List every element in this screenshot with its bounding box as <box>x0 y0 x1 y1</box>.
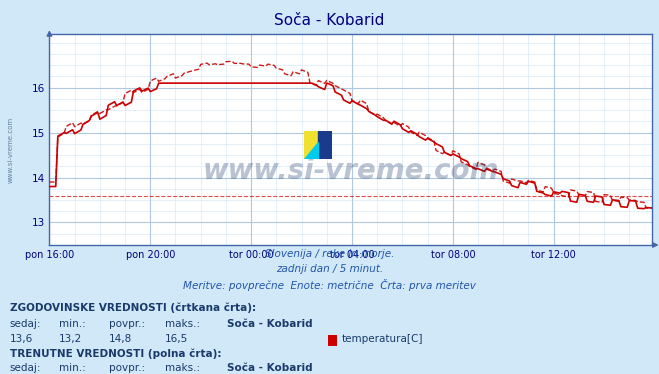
Text: Meritve: povprečne  Enote: metrične  Črta: prva meritev: Meritve: povprečne Enote: metrične Črta:… <box>183 279 476 291</box>
Text: TRENUTNE VREDNOSTI (polna črta):: TRENUTNE VREDNOSTI (polna črta): <box>10 349 221 359</box>
Text: maks.:: maks.: <box>165 363 200 373</box>
Text: www.si-vreme.com: www.si-vreme.com <box>203 157 499 185</box>
Text: zadnji dan / 5 minut.: zadnji dan / 5 minut. <box>276 264 383 274</box>
Text: maks.:: maks.: <box>165 319 200 329</box>
Text: Slovenija / reke in morje.: Slovenija / reke in morje. <box>265 249 394 259</box>
Text: Soča - Kobarid: Soča - Kobarid <box>227 319 313 329</box>
Text: povpr.:: povpr.: <box>109 319 145 329</box>
Text: povpr.:: povpr.: <box>109 363 145 373</box>
Text: 13,2: 13,2 <box>59 334 82 344</box>
Polygon shape <box>304 142 318 159</box>
Text: temperatura[C]: temperatura[C] <box>341 334 423 344</box>
Text: min.:: min.: <box>59 319 86 329</box>
Text: 16,5: 16,5 <box>165 334 188 344</box>
Text: ZGODOVINSKE VREDNOSTI (črtkana črta):: ZGODOVINSKE VREDNOSTI (črtkana črta): <box>10 302 256 313</box>
Text: sedaj:: sedaj: <box>10 319 42 329</box>
Text: 13,6: 13,6 <box>10 334 33 344</box>
Text: sedaj:: sedaj: <box>10 363 42 373</box>
Text: Soča - Kobarid: Soča - Kobarid <box>274 13 385 28</box>
Text: min.:: min.: <box>59 363 86 373</box>
Bar <box>318 131 332 159</box>
Text: 14,8: 14,8 <box>109 334 132 344</box>
Text: Soča - Kobarid: Soča - Kobarid <box>227 363 313 373</box>
Text: www.si-vreme.com: www.si-vreme.com <box>8 117 14 183</box>
